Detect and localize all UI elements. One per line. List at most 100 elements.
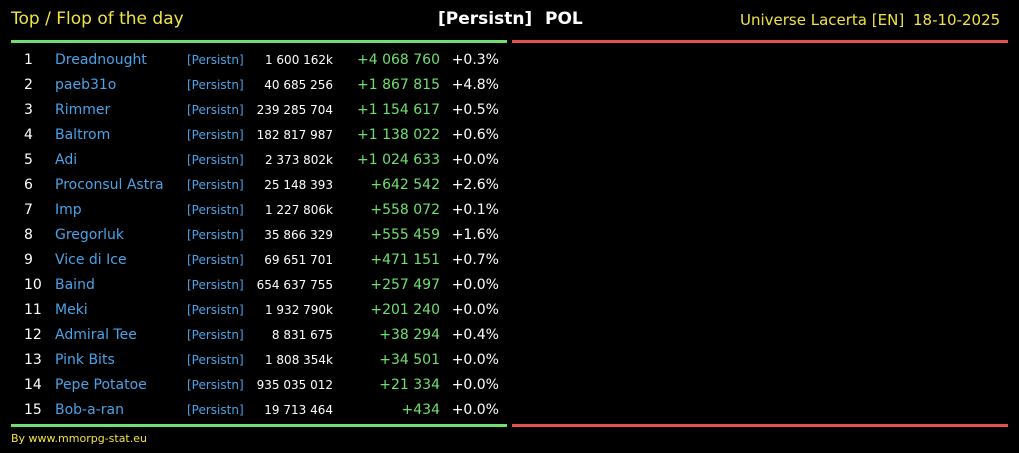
rank: 15: [24, 402, 42, 418]
player-name[interactable]: Admiral Tee: [55, 327, 137, 343]
rank: 1: [24, 52, 33, 68]
points: 1 932 790k: [264, 303, 333, 317]
player-name[interactable]: Baind: [55, 277, 95, 293]
percent: +0.0%: [451, 377, 499, 393]
top-divider-red: [512, 40, 1008, 43]
footer: By www.mmorpg-stat.eu: [11, 432, 147, 445]
player-alliance[interactable]: [Persistn]: [187, 328, 244, 342]
percent: +0.0%: [451, 402, 499, 418]
bottom-divider-red: [512, 424, 1008, 427]
points: 8 831 675: [271, 328, 333, 342]
percent: +0.0%: [451, 302, 499, 318]
player-alliance[interactable]: [Persistn]: [187, 128, 244, 142]
player-alliance[interactable]: [Persistn]: [187, 228, 244, 242]
gain: +1 867 815: [357, 77, 440, 93]
rank: 5: [24, 152, 33, 168]
gain: +555 459: [370, 227, 440, 243]
percent: +0.4%: [451, 327, 499, 343]
rank: 2: [24, 77, 33, 93]
player-name[interactable]: Meki: [55, 302, 88, 318]
country: POL: [545, 9, 583, 29]
player-name[interactable]: Adi: [55, 152, 78, 168]
points: 2 373 802k: [264, 153, 333, 167]
player-alliance[interactable]: [Persistn]: [187, 253, 244, 267]
gain: +21 334: [379, 377, 440, 393]
rank: 12: [24, 327, 42, 343]
percent: +0.6%: [451, 127, 499, 143]
percent: +2.6%: [451, 177, 499, 193]
points: 25 148 393: [264, 178, 333, 192]
player-name[interactable]: Proconsul Astra: [55, 177, 164, 193]
player-name[interactable]: Pepe Potatoe: [55, 377, 147, 393]
alliance-tag: [Persistn]: [438, 9, 533, 29]
player-name[interactable]: Imp: [55, 202, 82, 218]
player-name[interactable]: Bob-a-ran: [55, 402, 124, 418]
universe: Universe Lacerta [EN]: [740, 11, 905, 29]
player-alliance[interactable]: [Persistn]: [187, 353, 244, 367]
rank: 4: [24, 127, 33, 143]
points: 239 285 704: [256, 103, 333, 117]
player-alliance[interactable]: [Persistn]: [187, 178, 244, 192]
player-alliance[interactable]: [Persistn]: [187, 303, 244, 317]
points: 654 637 755: [256, 278, 333, 292]
percent: +0.7%: [451, 252, 499, 268]
player-name[interactable]: paeb31o: [55, 77, 117, 93]
percent: +0.5%: [451, 102, 499, 118]
player-name[interactable]: Pink Bits: [55, 352, 115, 368]
gain: +201 240: [370, 302, 440, 318]
percent: +0.1%: [451, 202, 499, 218]
points: 935 035 012: [256, 378, 333, 392]
player-alliance[interactable]: [Persistn]: [187, 378, 244, 392]
player-alliance[interactable]: [Persistn]: [187, 103, 244, 117]
title: Top / Flop of the day: [11, 9, 184, 29]
gain: +257 497: [370, 277, 440, 293]
points: 35 866 329: [264, 228, 333, 242]
player-alliance[interactable]: [Persistn]: [187, 203, 244, 217]
bottom-divider-green: [11, 424, 507, 427]
points: 19 713 464: [264, 403, 333, 417]
points: 1 808 354k: [264, 353, 333, 367]
gain: +434: [401, 402, 440, 418]
date: 18-10-2025: [913, 11, 1001, 29]
rank: 3: [24, 102, 33, 118]
player-name[interactable]: Vice di Ice: [55, 252, 127, 268]
points: 69 651 701: [264, 253, 333, 267]
points: 40 685 256: [264, 78, 333, 92]
percent: +0.3%: [451, 52, 499, 68]
gain: +1 154 617: [357, 102, 440, 118]
rank: 9: [24, 252, 33, 268]
player-name[interactable]: Dreadnought: [55, 52, 147, 68]
gain: +4 068 760: [357, 52, 440, 68]
player-alliance[interactable]: [Persistn]: [187, 403, 244, 417]
player-alliance[interactable]: [Persistn]: [187, 278, 244, 292]
player-name[interactable]: Baltrom: [55, 127, 111, 143]
player-alliance[interactable]: [Persistn]: [187, 78, 244, 92]
percent: +1.6%: [451, 227, 499, 243]
player-alliance[interactable]: [Persistn]: [187, 53, 244, 67]
points: 1 600 162k: [264, 53, 333, 67]
rank: 13: [24, 352, 42, 368]
rank: 10: [24, 277, 42, 293]
points: 182 817 987: [256, 128, 333, 142]
gain: +558 072: [370, 202, 440, 218]
gain: +642 542: [370, 177, 440, 193]
percent: +4.8%: [451, 77, 499, 93]
gain: +471 151: [370, 252, 440, 268]
gain: +34 501: [379, 352, 440, 368]
percent: +0.0%: [451, 152, 499, 168]
rank: 6: [24, 177, 33, 193]
rank: 14: [24, 377, 42, 393]
player-alliance[interactable]: [Persistn]: [187, 153, 244, 167]
gain: +1 138 022: [357, 127, 440, 143]
player-name[interactable]: Gregorluk: [55, 227, 124, 243]
rank: 8: [24, 227, 33, 243]
percent: +0.0%: [451, 277, 499, 293]
top-divider-green: [11, 40, 507, 43]
gain: +1 024 633: [357, 152, 440, 168]
points: 1 227 806k: [264, 203, 333, 217]
rank: 11: [24, 302, 42, 318]
gain: +38 294: [379, 327, 440, 343]
percent: +0.0%: [451, 352, 499, 368]
player-name[interactable]: Rimmer: [55, 102, 111, 118]
